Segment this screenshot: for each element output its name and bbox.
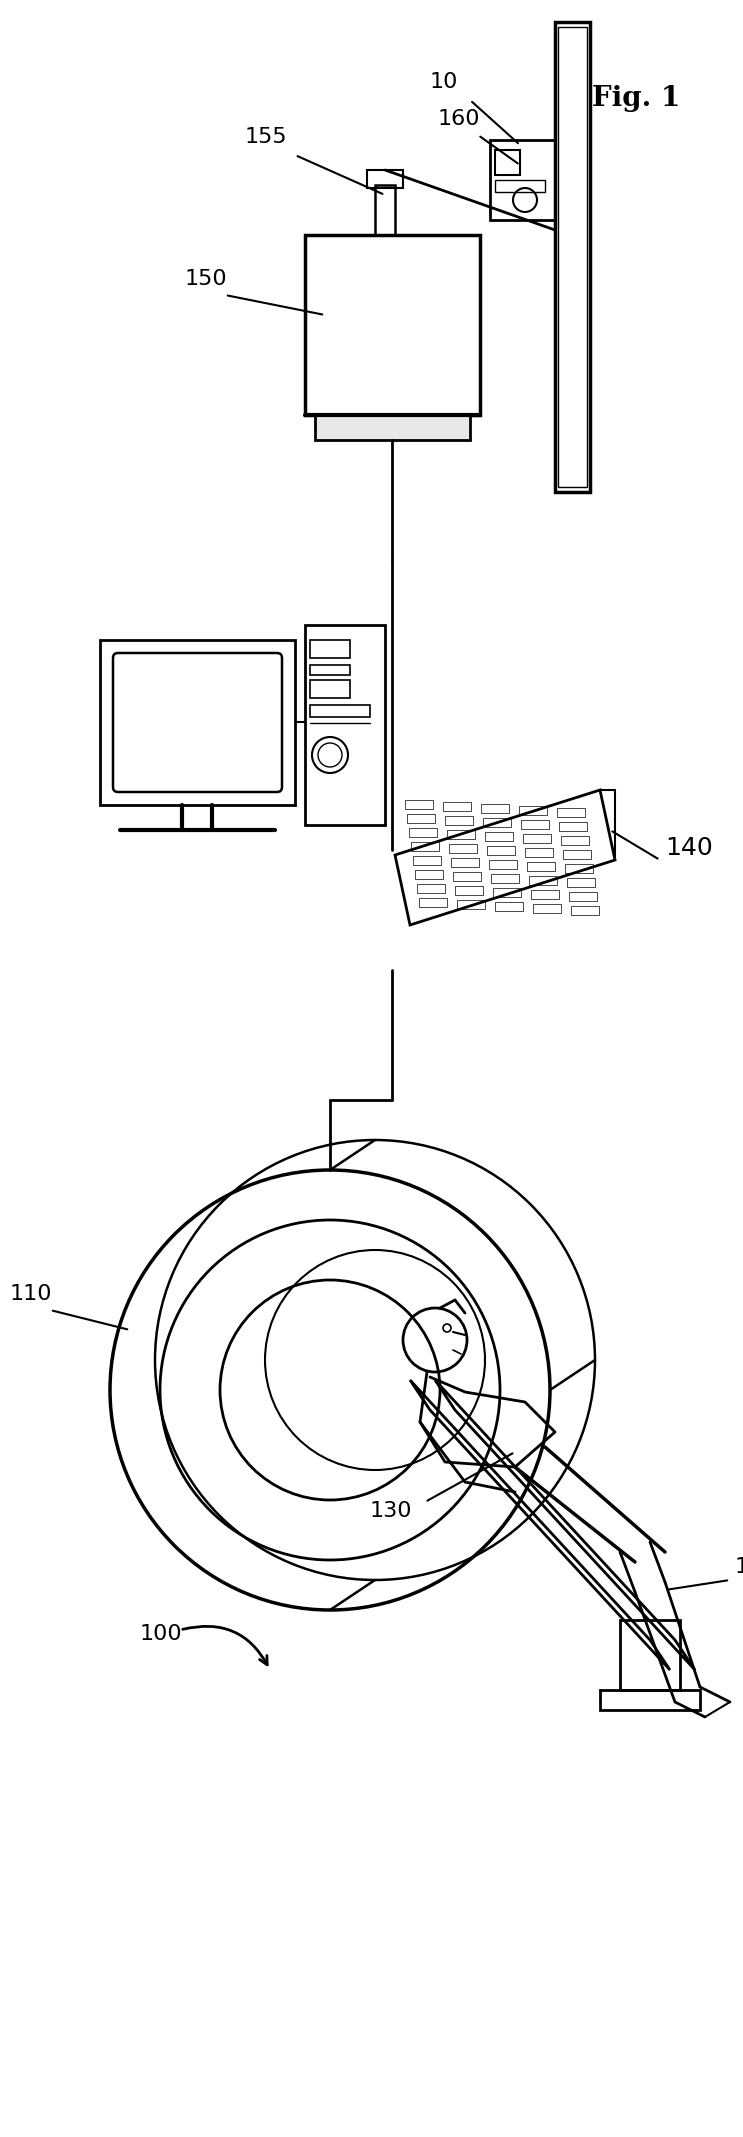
Bar [455, 887, 483, 895]
Bar [409, 827, 437, 838]
Bar [443, 801, 471, 812]
Bar [561, 836, 589, 844]
Text: 120: 120 [735, 1558, 743, 1577]
Bar [419, 898, 447, 906]
Bar [523, 833, 551, 842]
Bar [493, 889, 521, 898]
Bar [310, 680, 350, 699]
Bar [487, 846, 515, 855]
Bar [495, 150, 520, 175]
Bar [483, 818, 511, 827]
Bar [413, 857, 441, 865]
Text: 140: 140 [665, 836, 713, 859]
Bar [620, 1620, 680, 1690]
Bar [417, 885, 445, 893]
Text: Fig. 1: Fig. 1 [591, 85, 680, 111]
Bar [489, 859, 517, 870]
Bar [310, 665, 350, 675]
Bar [565, 863, 593, 874]
Bar [569, 891, 597, 902]
Bar [305, 235, 480, 415]
Bar [491, 874, 519, 883]
Bar [495, 902, 523, 910]
Bar [310, 705, 370, 718]
Bar [531, 889, 559, 900]
Text: 100: 100 [140, 1624, 183, 1643]
Bar [445, 816, 473, 825]
Bar [305, 624, 385, 825]
Bar [367, 171, 403, 188]
Text: 10: 10 [430, 73, 458, 92]
Bar [447, 829, 475, 840]
Text: 110: 110 [10, 1284, 53, 1304]
Bar [411, 842, 439, 851]
Bar [405, 799, 433, 810]
Text: 150: 150 [185, 269, 227, 288]
Bar [490, 141, 555, 220]
Bar [485, 831, 513, 842]
Text: 160: 160 [438, 109, 481, 128]
Bar [407, 814, 435, 823]
Bar [495, 180, 545, 192]
Text: 155: 155 [245, 126, 288, 147]
Bar [567, 878, 595, 887]
Bar [529, 876, 557, 885]
Bar [557, 808, 585, 816]
Bar [100, 639, 295, 806]
Bar [527, 861, 555, 872]
Bar [571, 906, 599, 915]
Bar [451, 857, 479, 868]
Text: 130: 130 [370, 1500, 412, 1522]
Bar [555, 21, 590, 492]
Bar [563, 851, 591, 859]
Bar [375, 186, 395, 235]
Bar [519, 806, 547, 814]
Bar [521, 821, 549, 829]
Bar [559, 823, 587, 831]
Bar [457, 900, 485, 908]
Bar [310, 639, 350, 658]
Bar [449, 844, 477, 853]
Bar [525, 848, 553, 857]
Bar [453, 872, 481, 880]
Bar [558, 28, 587, 487]
Bar [481, 804, 509, 812]
Bar [600, 1690, 700, 1710]
Bar [533, 904, 561, 912]
Bar [415, 870, 443, 878]
Bar [315, 415, 470, 440]
